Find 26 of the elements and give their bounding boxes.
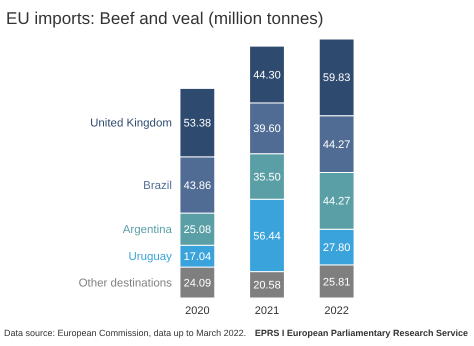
- data-label: 17.04: [184, 251, 212, 264]
- data-label: 24.09: [184, 277, 212, 290]
- x-tick-label: 2020: [185, 305, 210, 317]
- text: EPRS I European Parliamentary Research Service: [254, 328, 468, 338]
- data-label: 35.50: [253, 171, 281, 184]
- data-label: 53.38: [184, 117, 212, 130]
- data-label: 56.44: [253, 230, 281, 242]
- data-label: 43.86: [184, 180, 212, 192]
- series-label: Uruguay: [128, 251, 172, 264]
- x-tick-label: 2022: [324, 305, 349, 317]
- source-note: Data source: European Commission, data up to March 2022.: [4, 328, 246, 338]
- data-label: 25.81: [322, 276, 350, 288]
- series-label: United Kingdom: [90, 118, 172, 130]
- x-tick-label: 2021: [254, 305, 280, 317]
- data-label: 39.60: [253, 123, 281, 136]
- data-label: 44.30: [253, 69, 281, 82]
- data-label: 44.27: [322, 196, 350, 208]
- chart-title: EU imports: Beef and veal (million tonnes): [6, 9, 324, 28]
- data-label: 20.58: [253, 280, 281, 292]
- series-label: Argentina: [122, 224, 173, 236]
- series-label: Other destinations: [78, 278, 172, 290]
- data-label: 25.08: [184, 224, 212, 236]
- series-label: Brazil: [143, 180, 172, 192]
- data-label: 44.27: [322, 138, 350, 151]
- data-label: 59.83: [322, 72, 350, 84]
- data-label: 27.80: [322, 242, 350, 254]
